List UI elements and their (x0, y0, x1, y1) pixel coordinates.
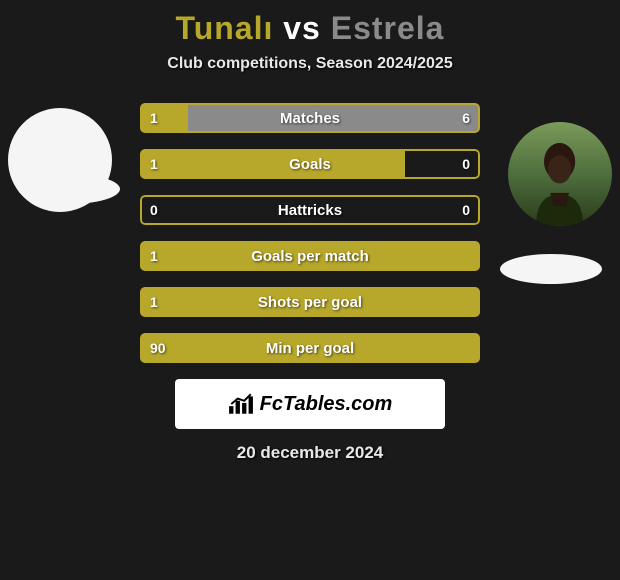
vs-text: vs (283, 10, 321, 46)
player2-avatar (508, 122, 612, 226)
stat-row: 10Goals (140, 149, 480, 179)
player1-name: Tunalı (176, 10, 274, 46)
comparison-card: Tunalı vs Estrela Club competitions, Sea… (0, 0, 620, 580)
player2-name: Estrela (331, 10, 445, 46)
stat-label: Min per goal (140, 333, 480, 363)
stat-row: 1Goals per match (140, 241, 480, 271)
stat-row: 16Matches (140, 103, 480, 133)
stats-bars: 16Matches 10Goals 00Hattricks 1Goals per ma… (140, 103, 480, 363)
person-icon (518, 132, 601, 226)
stat-label: Shots per goal (140, 287, 480, 317)
stat-label: Goals per match (140, 241, 480, 271)
stat-label: Matches (140, 103, 480, 133)
brand-badge: FcTables.com (175, 379, 445, 429)
stat-row: 00Hattricks (140, 195, 480, 225)
date-text: 20 december 2024 (0, 443, 620, 463)
chart-icon (228, 393, 254, 415)
stat-label: Hattricks (140, 195, 480, 225)
brand-text: FcTables.com (260, 393, 393, 416)
subtitle: Club competitions, Season 2024/2025 (0, 55, 620, 73)
player2-club-badge (500, 254, 602, 284)
stat-row: 1Shots per goal (140, 287, 480, 317)
player1-club-badge (18, 174, 120, 204)
stat-label: Goals (140, 149, 480, 179)
stat-row: 90Min per goal (140, 333, 480, 363)
page-title: Tunalı vs Estrela (0, 10, 620, 47)
